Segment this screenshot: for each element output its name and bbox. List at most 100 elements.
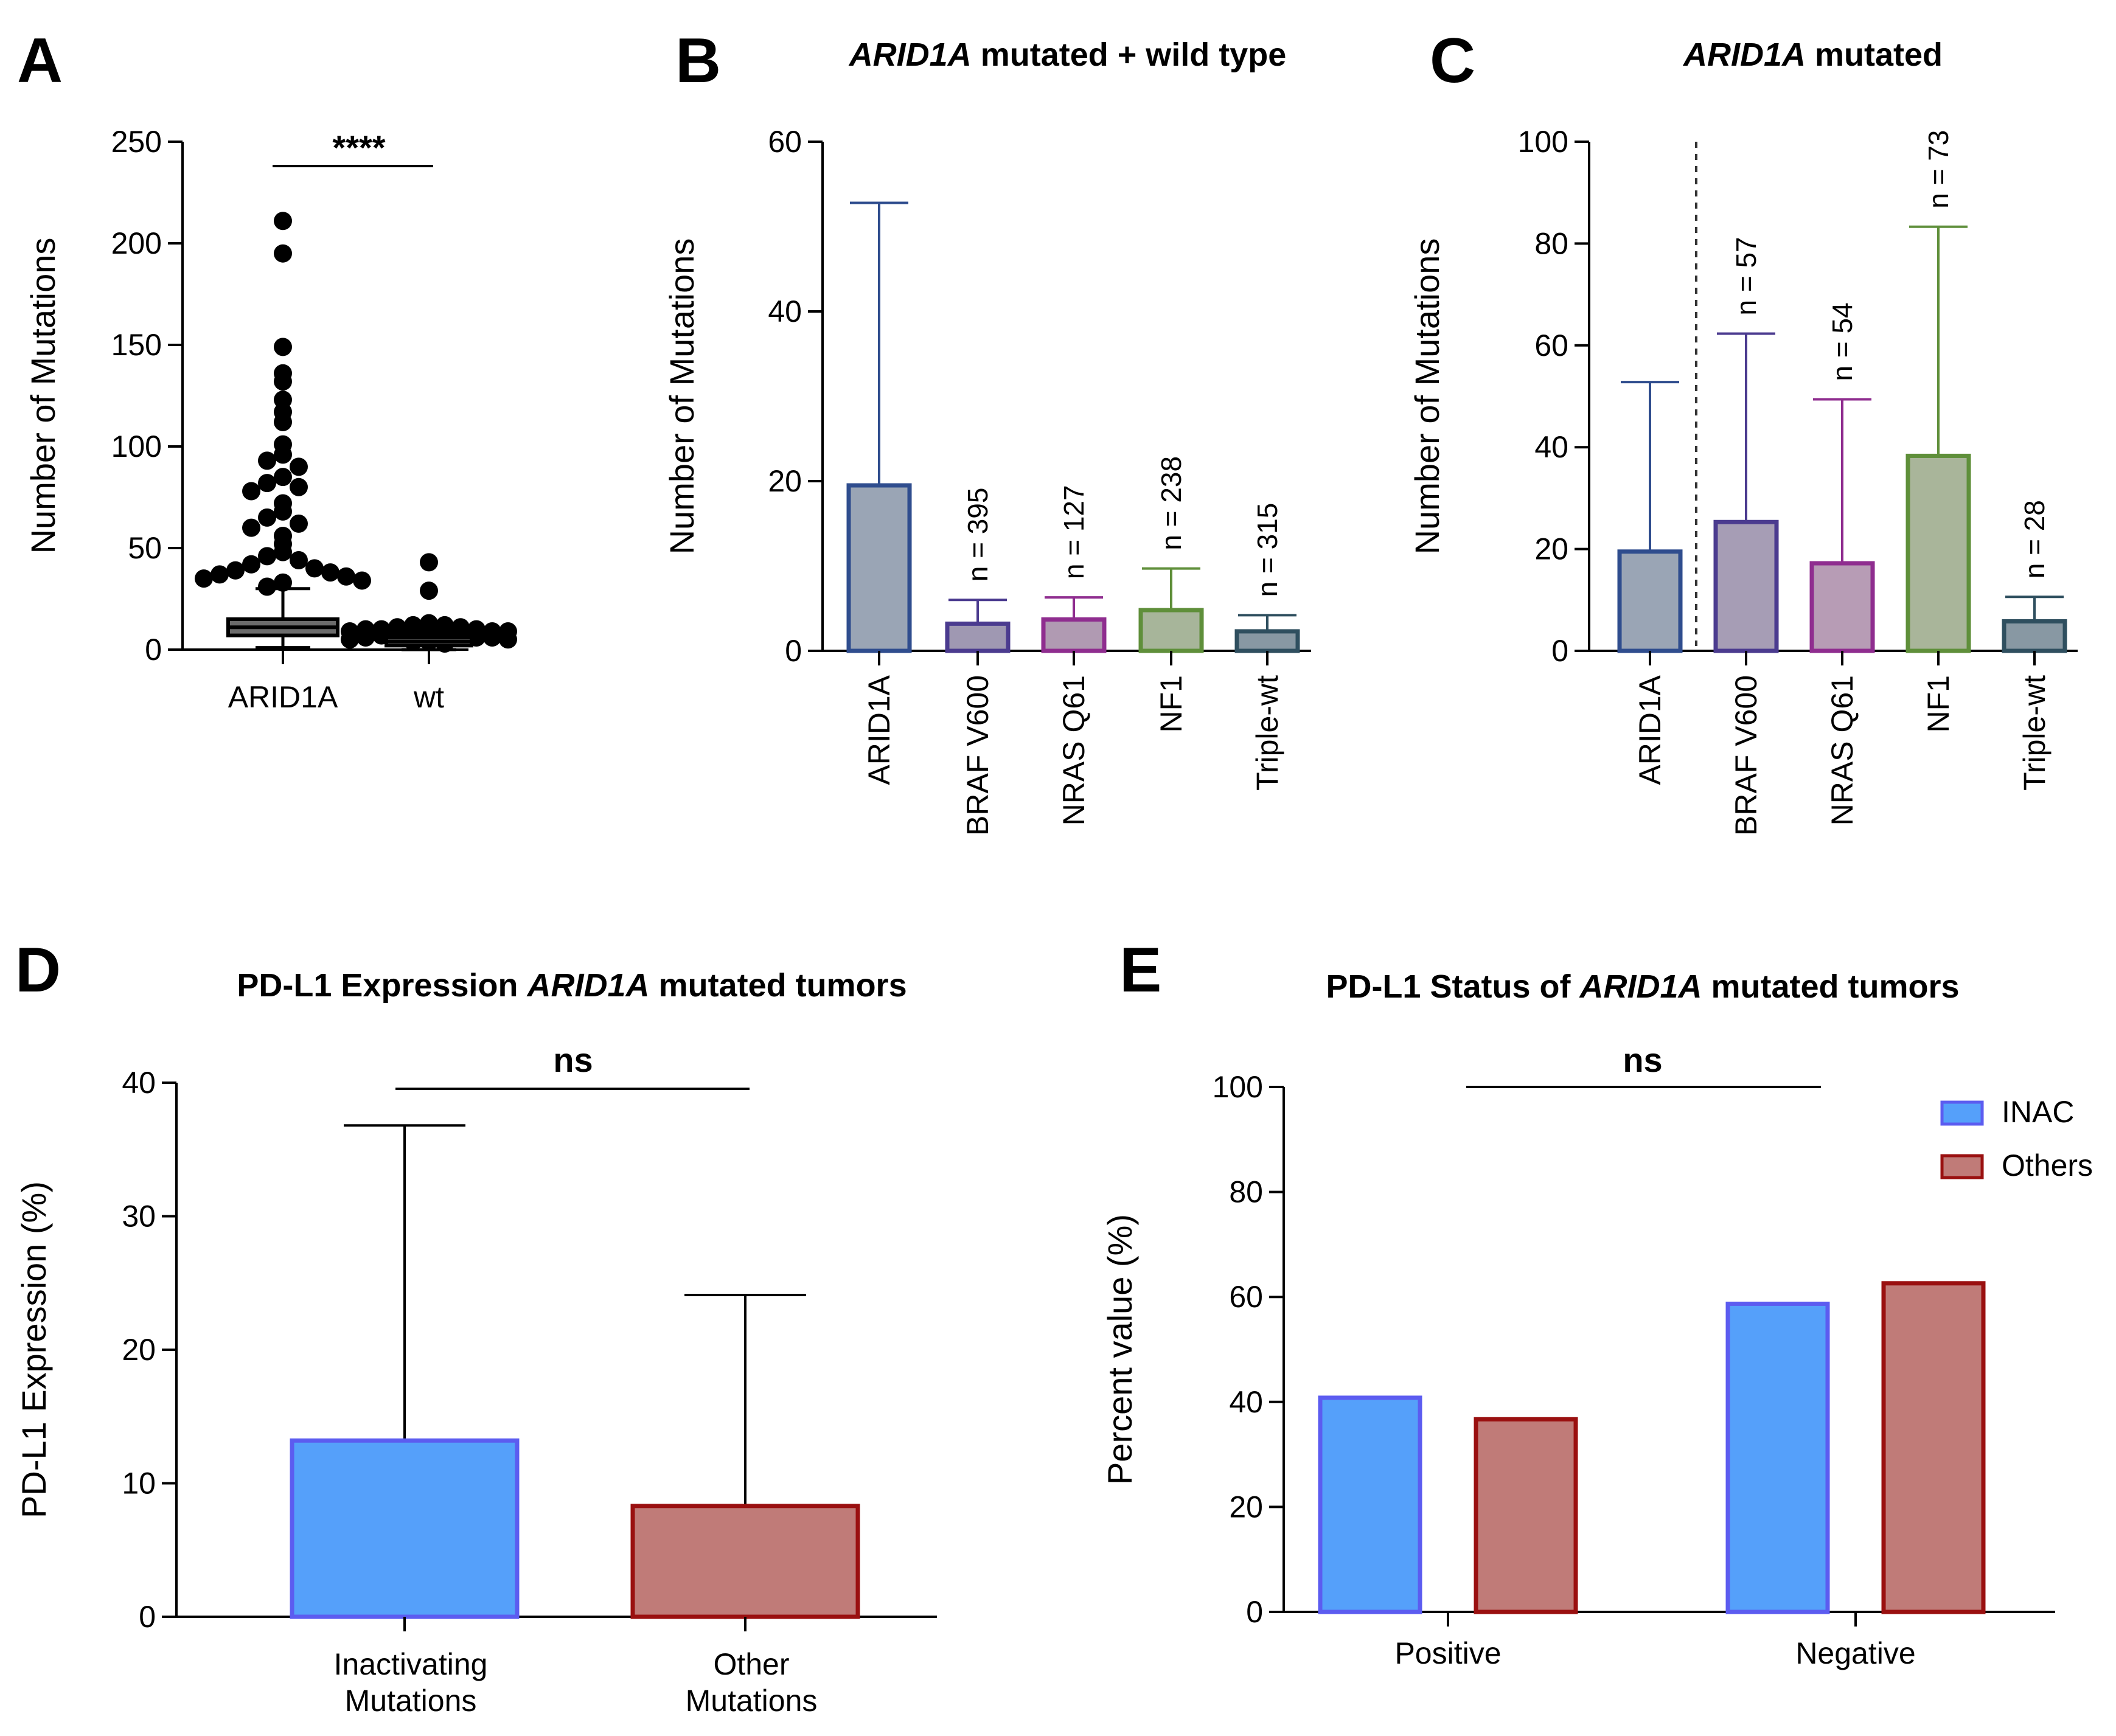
b-n-annotation: n = 127: [1058, 485, 1090, 579]
a-data-point: [290, 457, 308, 476]
b-x-tick-label: ARID1A: [862, 675, 896, 785]
c-n-annotation: n = 28: [2019, 500, 2050, 578]
d-x-tick-label-line2: Mutations: [345, 1684, 477, 1718]
c-n-annotation: n = 54: [1826, 302, 1858, 381]
c-x-tick-label: BRAF V600: [1729, 675, 1763, 836]
c-x-tick-label: Triple-wt: [2017, 675, 2052, 791]
e-y-tick-label: 100: [1213, 1070, 1263, 1104]
chart-e-pdl1-status-bars: 0 20 40 60 80 100 Percent value (%) PD-L1 Statu…: [1101, 968, 2093, 1670]
a-data-point: [242, 482, 260, 501]
e-y-tick-label: 60: [1229, 1280, 1263, 1314]
a-data-point: [353, 571, 371, 590]
e-x-tick-label: Positive: [1394, 1636, 1501, 1670]
e-legend-label-others: Others: [2002, 1148, 2093, 1182]
a-data-point: [274, 502, 292, 521]
d-y-tick-label: 40: [122, 1066, 156, 1100]
d-x-tick-label-line1: Inactivating: [334, 1647, 488, 1681]
b-x-tick-label: NRAS Q61: [1057, 675, 1091, 825]
b-y-tick-label: 20: [768, 464, 802, 498]
panel-letter-b: B: [675, 26, 721, 96]
panel-letter-a: A: [17, 26, 63, 96]
a-data-point: [242, 518, 260, 537]
a-data-point: [258, 508, 276, 527]
e-bar-others: [1881, 1281, 1986, 1614]
d-y-axis-label: PD-L1 Expression (%): [15, 1181, 53, 1518]
a-data-point: [341, 630, 359, 649]
a-y-axis-label: Number of Mutations: [24, 238, 62, 554]
a-data-point: [274, 573, 292, 592]
c-y-axis-label: Number of Mutations: [1408, 238, 1446, 555]
a-data-point: [499, 630, 517, 649]
c-y-tick-label: 80: [1534, 226, 1568, 260]
c-n-annotation: n = 57: [1730, 237, 1762, 315]
c-bar: [1905, 453, 1971, 653]
chart-d-pdl1-expression-bars: 0 10 20 30 40 PD-L1 Expression (%) PD-L1 Expre…: [15, 967, 937, 1718]
a-data-point: [242, 555, 260, 574]
a-significance-label: ****: [332, 128, 385, 167]
e-legend-swatch-inac: [1940, 1100, 1984, 1126]
a-y-tick-label: 200: [111, 226, 162, 260]
d-bar: [290, 1438, 520, 1619]
e-y-tick-label: 80: [1229, 1175, 1263, 1209]
a-y-tick-label: 50: [128, 531, 162, 565]
panel-letter-c: C: [1430, 26, 1475, 96]
c-x-tick-label: NF1: [1921, 675, 1955, 732]
chart-c-mutated-bars: 0 20 40 60 80 100 Number of Mutations ARID1A mu…: [1408, 36, 2078, 836]
b-y-tick-label: 0: [785, 634, 802, 668]
a-data-point: [357, 628, 375, 647]
chart-a-mutation-count-scatter: 0 50 100 150 200 250 Number of Mutations ARID1A…: [24, 125, 517, 714]
panel-letter-d: D: [15, 935, 61, 1005]
c-y-tick-label: 40: [1534, 430, 1568, 464]
e-significance-label: ns: [1623, 1041, 1662, 1079]
c-bar: [1809, 561, 1875, 653]
a-data-point: [274, 244, 292, 263]
a-data-point: [258, 451, 276, 470]
a-data-point: [305, 559, 324, 578]
d-y-tick-label: 20: [122, 1333, 156, 1367]
c-n-annotation: n = 73: [1923, 130, 1954, 209]
a-data-point: [274, 543, 292, 561]
b-x-tick-label: NF1: [1154, 675, 1188, 732]
d-bar: [630, 1504, 860, 1619]
b-bar: [1138, 608, 1204, 653]
c-title: ARID1A mutated: [1682, 36, 1943, 73]
a-data-point: [258, 474, 276, 493]
a-data-point: [420, 553, 438, 572]
e-y-tick-label: 20: [1229, 1490, 1263, 1524]
panel-letter-e: E: [1119, 935, 1161, 1005]
b-title: ARID1A mutated + wild type: [848, 36, 1287, 73]
a-y-tick-label: 0: [145, 633, 162, 667]
a-data-point: [274, 468, 292, 487]
e-bar-inac: [1725, 1301, 1830, 1614]
d-x-tick-label-line2: Mutations: [686, 1684, 818, 1718]
c-bar: [1617, 549, 1683, 653]
a-x-tick-label: wt: [413, 680, 444, 714]
d-y-tick-label: 30: [122, 1200, 156, 1234]
a-data-point: [337, 567, 355, 586]
d-x-tick-label-line1: Other: [713, 1647, 789, 1681]
e-x-tick-label: Negative: [1795, 1636, 1915, 1670]
c-y-tick-label: 0: [1551, 634, 1568, 668]
a-data-point: [290, 551, 308, 570]
d-title: PD-L1 Expression ARID1A mutated tumors: [237, 967, 907, 1004]
a-data-point: [211, 565, 229, 584]
a-data-point: [290, 477, 308, 496]
d-significance-label: ns: [553, 1041, 593, 1079]
a-data-point: [274, 212, 292, 231]
c-x-tick-label: NRAS Q61: [1825, 675, 1859, 825]
a-data-point: [258, 577, 276, 596]
e-bar-others: [1474, 1417, 1578, 1614]
c-y-tick-label: 60: [1534, 328, 1568, 363]
a-y-tick-label: 250: [111, 125, 162, 159]
a-data-point: [290, 514, 308, 533]
d-y-tick-label: 0: [139, 1600, 156, 1634]
e-legend-swatch-others: [1940, 1154, 1984, 1179]
e-title: PD-L1 Status of ARID1A mutated tumors: [1326, 968, 1959, 1005]
c-x-tick-label: ARID1A: [1633, 675, 1667, 785]
a-data-point: [420, 582, 438, 600]
a-data-point: [274, 372, 292, 391]
e-legend-label-inac: INAC: [2002, 1095, 2074, 1129]
b-bar: [846, 483, 912, 653]
b-y-tick-label: 60: [768, 125, 802, 159]
